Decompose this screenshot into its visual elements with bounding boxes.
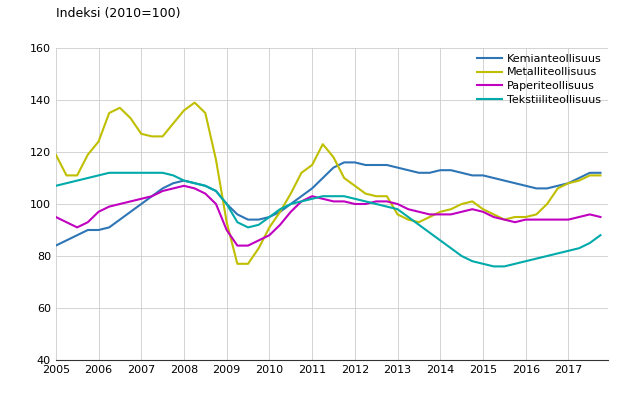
Kemianteollisuus	[244, 217, 252, 222]
Tekstiiliteollisuus	[596, 233, 604, 238]
Tekstiiliteollisuus	[351, 196, 358, 201]
Tekstiiliteollisuus	[415, 222, 423, 227]
Metalliteollisuus	[330, 155, 337, 160]
Tekstiiliteollisuus	[105, 170, 113, 175]
Paperiteollisuus	[362, 202, 370, 206]
Metalliteollisuus	[596, 173, 604, 178]
Paperiteollisuus	[266, 233, 273, 238]
Metalliteollisuus	[95, 139, 102, 144]
Paperiteollisuus	[180, 183, 188, 188]
Metalliteollisuus	[191, 100, 198, 105]
Tekstiiliteollisuus	[52, 183, 60, 188]
Paperiteollisuus	[52, 214, 60, 219]
Kemianteollisuus	[308, 186, 316, 191]
Kemianteollisuus	[415, 170, 423, 175]
Metalliteollisuus	[404, 217, 412, 222]
Tekstiiliteollisuus	[319, 194, 327, 198]
Metalliteollisuus	[362, 191, 370, 196]
Kemianteollisuus	[565, 181, 572, 186]
Kemianteollisuus	[52, 243, 60, 248]
Tekstiiliteollisuus	[255, 222, 262, 227]
Metalliteollisuus	[266, 225, 273, 230]
Paperiteollisuus	[234, 243, 241, 248]
Tekstiiliteollisuus	[95, 173, 102, 178]
Kemianteollisuus	[95, 228, 102, 232]
Kemianteollisuus	[394, 165, 401, 170]
Paperiteollisuus	[95, 210, 102, 214]
Line: Metalliteollisuus: Metalliteollisuus	[56, 102, 600, 264]
Metalliteollisuus	[234, 262, 241, 266]
Paperiteollisuus	[330, 199, 337, 204]
Kemianteollisuus	[340, 160, 348, 165]
Line: Paperiteollisuus: Paperiteollisuus	[56, 186, 600, 246]
Metalliteollisuus	[426, 214, 433, 219]
Metalliteollisuus	[52, 152, 60, 157]
Line: Tekstiiliteollisuus: Tekstiiliteollisuus	[56, 173, 600, 266]
Paperiteollisuus	[596, 214, 604, 219]
Tekstiiliteollisuus	[394, 207, 401, 212]
Paperiteollisuus	[404, 207, 412, 212]
Paperiteollisuus	[426, 212, 433, 217]
Legend: Kemianteollisuus, Metalliteollisuus, Paperiteollisuus, Tekstiiliteollisuus: Kemianteollisuus, Metalliteollisuus, Pap…	[474, 50, 605, 108]
Tekstiiliteollisuus	[490, 264, 497, 269]
Text: Indeksi (2010=100): Indeksi (2010=100)	[56, 8, 180, 20]
Kemianteollisuus	[596, 170, 604, 175]
Line: Kemianteollisuus: Kemianteollisuus	[56, 162, 600, 246]
